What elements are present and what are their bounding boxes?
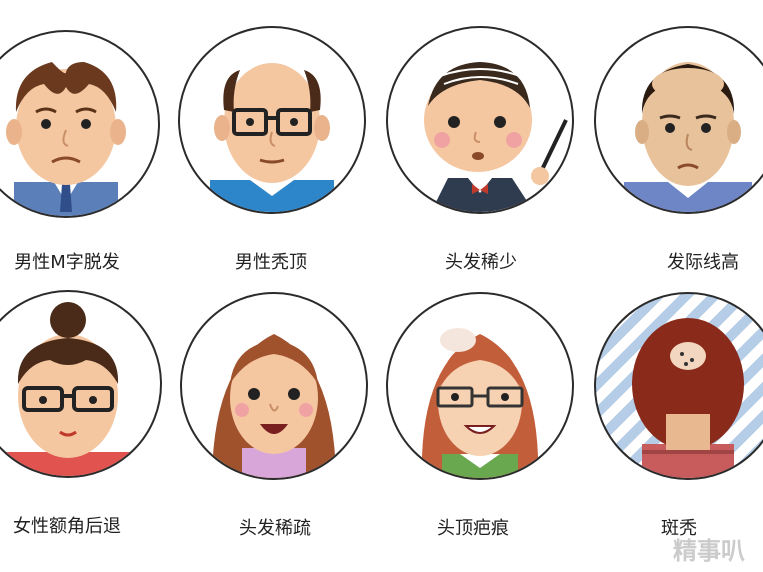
label-high-hairline: 发际线高 — [667, 252, 739, 273]
label-male-bald: 男性秃顶 — [235, 252, 307, 273]
avatar-scalp-scar — [386, 292, 574, 480]
male-bald-illustration — [210, 63, 334, 212]
male-m-hairloss-illustration — [6, 62, 126, 216]
label-female-temple-recession: 女性额角后退 — [13, 516, 121, 537]
avatar-male-m-hair-loss — [0, 30, 160, 218]
label-male-m-hair-loss: 男性M字脱发 — [14, 252, 120, 273]
thin-hair-male-illustration — [424, 62, 568, 212]
avatar-sparse-hair-female — [180, 292, 368, 480]
label-scalp-scar: 头顶疤痕 — [437, 518, 509, 539]
alopecia-areata-illustration — [632, 318, 744, 478]
watermark: 精事叭 — [673, 537, 745, 565]
avatar-alopecia-areata — [594, 292, 763, 480]
label-sparse-hair-female: 头发稀疏 — [239, 518, 311, 539]
high-hairline-illustration — [624, 62, 752, 212]
avatar-male-bald — [178, 26, 366, 214]
avatar-female-temple-recession — [0, 290, 162, 478]
avatar-high-hairline — [594, 26, 763, 214]
avatar-thin-hair-male — [386, 26, 574, 214]
scalp-scar-illustration — [421, 328, 539, 478]
sparse-hair-female-illustration — [212, 334, 336, 478]
label-thin-hair-male: 头发稀少 — [445, 252, 517, 273]
label-alopecia-areata: 斑秃 — [661, 518, 697, 539]
female-temple-recession-illustration — [6, 302, 130, 476]
